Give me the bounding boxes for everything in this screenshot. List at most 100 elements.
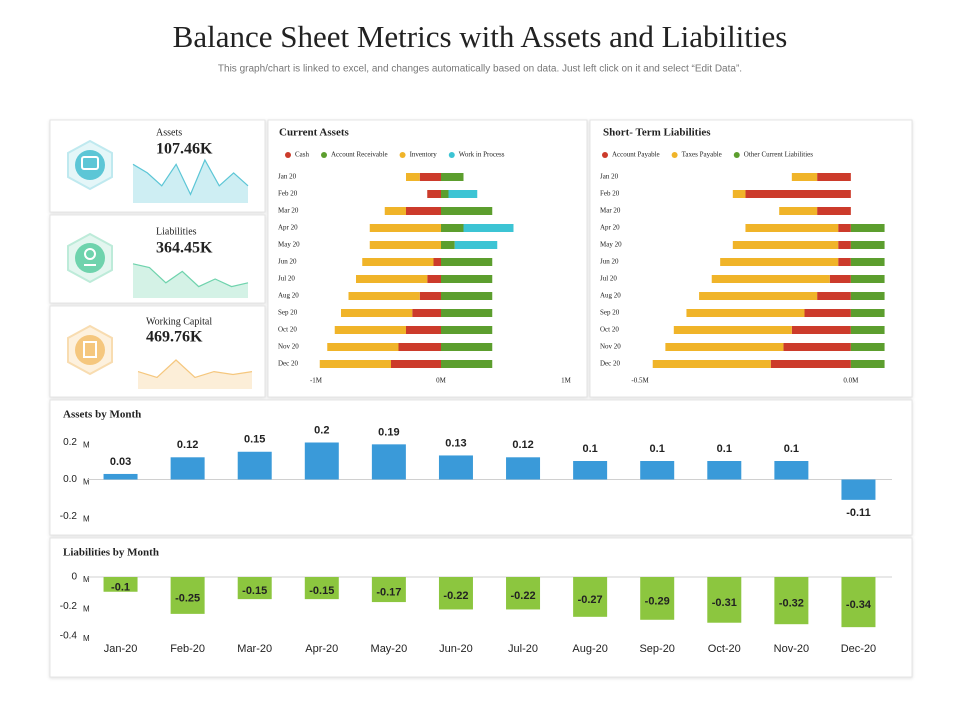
bar-segment (348, 292, 420, 300)
bar-segment (850, 326, 885, 334)
value-label: -0.34 (846, 599, 872, 611)
bar-segment (732, 241, 839, 249)
y-tick-label: Oct 20 (600, 326, 619, 334)
x-tick-label: Jul-20 (508, 643, 538, 655)
bar-segment (384, 207, 406, 215)
y-tick-label: Aug 20 (600, 292, 621, 300)
y-unit-label: M (83, 575, 90, 584)
bar-segment (817, 207, 851, 215)
value-label: -0.22 (511, 590, 536, 602)
bar-segment (441, 360, 493, 368)
legend-marker (671, 152, 678, 158)
y-unit-label: M (83, 441, 90, 450)
y-tick-label: Apr 20 (600, 224, 620, 232)
legend-label: Inventory (410, 151, 438, 159)
bar-segment (433, 258, 441, 266)
bar-segment (791, 173, 818, 181)
y-tick-label: Sep 20 (278, 309, 298, 317)
x-tick-label: 0.0M (843, 377, 859, 385)
value-label: 0.2 (314, 424, 329, 436)
bar-segment (441, 224, 464, 232)
bar-segment (850, 360, 885, 368)
y-unit-label: M (83, 478, 90, 487)
kpi-label: Liabilities (156, 226, 197, 237)
x-tick-label: 1M (561, 377, 572, 385)
legend-marker (448, 152, 455, 158)
bar-segment (441, 343, 493, 351)
legend-label: Account Payable (612, 151, 660, 159)
x-tick-label: Jan-20 (104, 643, 138, 655)
kpi-value: 107.46K (156, 141, 213, 158)
bar (573, 577, 608, 617)
y-tick-label: Mar 20 (278, 207, 299, 215)
bar (438, 577, 473, 610)
y-tick-label: Jul 20 (600, 275, 617, 283)
bar-segment (804, 309, 851, 317)
bar-segment (850, 241, 885, 249)
chart-title: Assets by Month (63, 409, 141, 421)
icon (67, 232, 113, 284)
x-tick-label: Mar-20 (237, 643, 272, 655)
x-tick-label: Dec-20 (841, 643, 876, 655)
y-tick-label: -0.2 (60, 601, 78, 612)
bar-segment (406, 326, 441, 334)
value-label: -0.17 (376, 586, 401, 598)
y-tick-label: -0.2 (60, 511, 78, 522)
bar-segment (369, 241, 441, 249)
value-label: -0.11 (846, 507, 870, 519)
legend-label: Other Current Liabilities (744, 151, 813, 159)
page-subtitle: This graph/chart is linked to excel, and… (218, 64, 742, 75)
value-label: -0.32 (779, 598, 804, 610)
legend-marker (733, 152, 740, 158)
bar-segment (665, 343, 784, 351)
bar (774, 577, 809, 625)
x-tick-label: Oct-20 (708, 643, 741, 655)
y-unit-label: M (83, 515, 90, 524)
bar (707, 461, 742, 480)
y-unit-label: M (83, 605, 90, 614)
sparkline (137, 359, 253, 379)
x-tick-label: Sep-20 (639, 643, 674, 655)
value-label: 0.1 (650, 443, 665, 455)
y-tick-label: Jan 20 (600, 173, 619, 181)
bar (640, 461, 675, 480)
bar-segment (412, 309, 441, 317)
bar-segment (427, 190, 441, 198)
value-label: -0.31 (712, 597, 737, 609)
legend-label: Account Receivable (331, 151, 388, 159)
bar-segment (441, 207, 493, 215)
bar-segment (391, 360, 441, 368)
value-label: -0.15 (242, 585, 267, 597)
legend-marker (399, 152, 406, 158)
bar (438, 455, 473, 480)
bar (371, 577, 406, 603)
x-tick-label: 0M (436, 377, 447, 385)
y-tick-label: Feb 20 (600, 190, 620, 198)
bar (841, 479, 876, 500)
x-tick-label: -0.5M (631, 377, 649, 385)
icon (67, 139, 113, 191)
bar (237, 577, 272, 600)
legend-label: Work in Process (459, 151, 505, 159)
bar-segment (779, 207, 818, 215)
bar-segment (673, 326, 792, 334)
bar (506, 457, 541, 480)
bar-segment (441, 309, 493, 317)
value-label: -0.22 (443, 590, 468, 602)
bar-segment (427, 275, 441, 283)
bar-segment (398, 343, 441, 351)
bar-segment (441, 173, 464, 181)
legend-marker (285, 152, 291, 158)
bar-segment (745, 224, 839, 232)
bar-segment (732, 190, 746, 198)
bar (237, 451, 272, 480)
x-tick-label: -1M (310, 377, 323, 385)
bar (170, 577, 205, 614)
value-label: 0.12 (177, 439, 198, 451)
bar-segment (441, 258, 493, 266)
y-tick-label: Oct 20 (278, 326, 297, 334)
bar-segment (441, 241, 455, 249)
bar-segment (850, 292, 885, 300)
kpi-label: Working Capital (146, 316, 212, 327)
